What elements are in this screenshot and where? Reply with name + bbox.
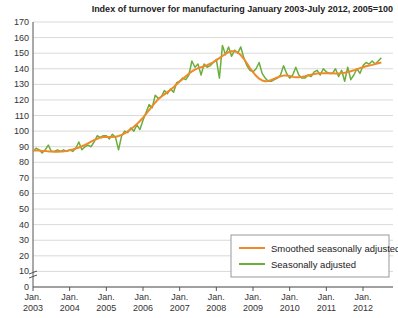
x-tick-label: Jan.2009 xyxy=(243,292,263,313)
x-tick xyxy=(106,287,107,291)
y-tick-label: 170 xyxy=(14,17,29,27)
grid-line xyxy=(33,68,393,69)
grid-line xyxy=(33,22,393,23)
legend-swatch xyxy=(239,247,265,249)
grid-line xyxy=(33,37,393,38)
legend-label: Smoothed seasonally adjusted xyxy=(271,243,398,254)
grid-line xyxy=(33,193,393,194)
x-tick-label-part: 2005 xyxy=(96,303,116,313)
x-tick-label: Jan.2006 xyxy=(133,292,153,313)
grid-line xyxy=(33,99,393,100)
grid-line xyxy=(33,224,393,225)
y-tick-label: 110 xyxy=(15,111,29,121)
grid-line xyxy=(33,177,393,178)
series-line xyxy=(33,51,381,151)
x-tick-label-part: 2012 xyxy=(353,303,373,313)
legend-label: Seasonally adjusted xyxy=(271,259,356,270)
x-tick-label-part: Jan. xyxy=(244,292,261,302)
x-tick-label-part: Jan. xyxy=(318,292,335,302)
chart: Index of turnover for manufacturing Janu… xyxy=(0,0,398,318)
x-tick-label-part: Jan. xyxy=(24,292,41,302)
grid-line xyxy=(33,84,393,85)
x-tick xyxy=(253,287,254,291)
grid-line xyxy=(33,209,393,210)
x-tick-label-part: Jan. xyxy=(134,292,151,302)
x-tick-label-part: 2009 xyxy=(243,303,263,313)
x-tick-label: Jan.2005 xyxy=(96,292,116,313)
x-tick xyxy=(143,287,144,291)
y-tick-label: 80 xyxy=(19,157,29,167)
y-tick-label: 40 xyxy=(19,220,29,230)
axis-break xyxy=(29,271,37,278)
grid-line xyxy=(33,53,393,54)
y-tick-label: 100 xyxy=(14,126,29,136)
x-tick-label-part: Jan. xyxy=(61,292,78,302)
x-tick xyxy=(363,287,364,291)
x-tick-label: Jan.2008 xyxy=(206,292,226,313)
y-tick-label: 140 xyxy=(14,64,29,74)
x-tick-label: Jan.2003 xyxy=(23,292,43,313)
series-group xyxy=(33,45,381,153)
x-tick-label-part: 2004 xyxy=(60,303,80,313)
x-tick-label: Jan.2004 xyxy=(60,292,80,313)
x-tick-label-part: 2010 xyxy=(280,303,300,313)
x-tick-label-part: Jan. xyxy=(171,292,188,302)
x-tick xyxy=(33,287,34,291)
x-tick xyxy=(69,287,70,291)
x-tick-label-part: Jan. xyxy=(208,292,225,302)
grid-line xyxy=(33,162,393,163)
y-axis xyxy=(33,22,34,287)
x-tick-label-part: 2011 xyxy=(317,303,336,313)
x-tick-label-part: 2003 xyxy=(23,303,43,313)
y-tick-label: 10 xyxy=(19,266,29,276)
x-tick-label-part: Jan. xyxy=(281,292,298,302)
grid-line xyxy=(33,287,393,288)
y-tick-label: 50 xyxy=(19,204,29,214)
x-tick-label-part: Jan. xyxy=(354,292,371,302)
x-tick-label: Jan.2007 xyxy=(170,292,190,313)
x-tick-label: Jan.2012 xyxy=(353,292,373,313)
x-tick xyxy=(179,287,180,291)
series-line xyxy=(33,45,381,153)
x-tick xyxy=(216,287,217,291)
x-tick-label: Jan.2010 xyxy=(280,292,300,313)
y-tick-label: 120 xyxy=(14,95,29,105)
y-tick-label: 30 xyxy=(19,235,29,245)
y-tick-label: 70 xyxy=(19,173,29,183)
x-tick-label-part: 2008 xyxy=(206,303,226,313)
x-tick xyxy=(289,287,290,291)
x-tick-label-part: Jan. xyxy=(98,292,115,302)
y-tick-label: 20 xyxy=(19,251,29,261)
x-tick xyxy=(326,287,327,291)
x-tick-label-part: 2006 xyxy=(133,303,153,313)
legend-swatch xyxy=(239,263,265,265)
legend-box xyxy=(231,235,389,277)
y-tick-label: 130 xyxy=(14,79,29,89)
y-tick-label: 90 xyxy=(19,142,29,152)
y-tick-label: 150 xyxy=(14,48,29,58)
y-tick-label: 160 xyxy=(14,33,29,43)
y-tick-label: 0 xyxy=(24,282,29,292)
y-tick-label: 60 xyxy=(19,188,29,198)
legend: Smoothed seasonally adjusted Seasonally a… xyxy=(231,235,398,277)
x-tick-label: Jan.2011 xyxy=(317,292,336,313)
grid-line xyxy=(33,115,393,116)
grid-line xyxy=(33,131,393,132)
x-axis xyxy=(33,287,393,288)
title: Index of turnover for manufacturing Janu… xyxy=(92,4,393,14)
x-tick-label-part: 2007 xyxy=(170,303,190,313)
